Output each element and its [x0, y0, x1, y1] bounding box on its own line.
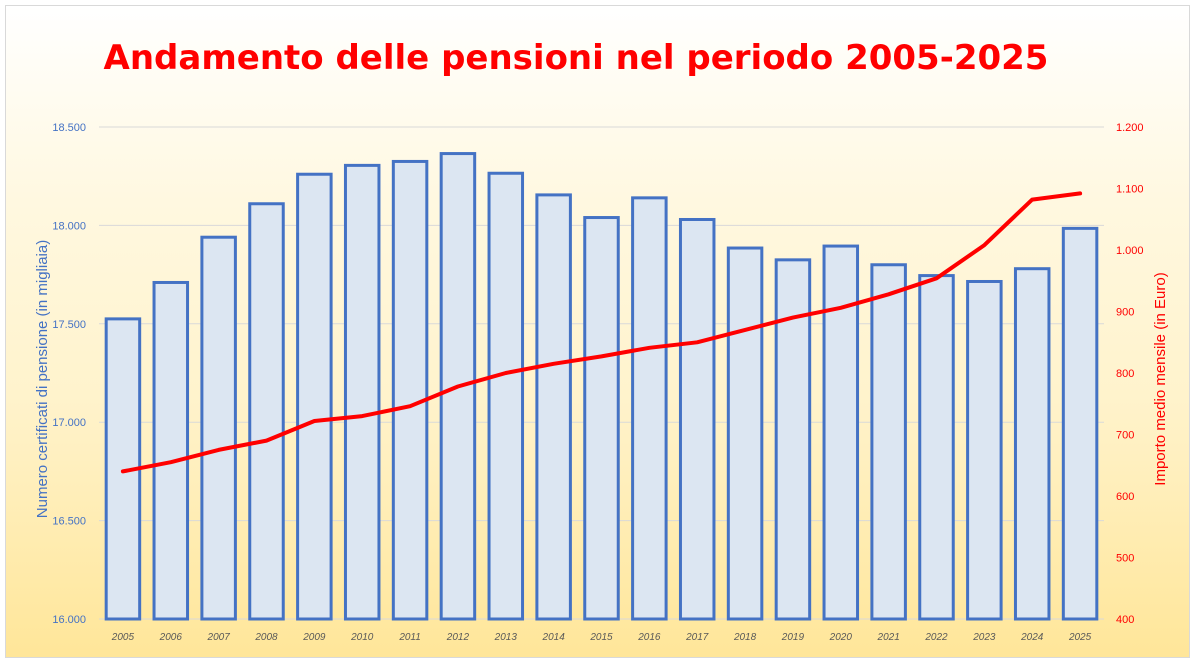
- bar: [296, 172, 333, 621]
- bar: [966, 279, 1003, 621]
- y-tick-right: 400: [1116, 614, 1134, 626]
- x-tick: 2015: [589, 632, 613, 643]
- y-tick-left: 16.000: [52, 614, 86, 626]
- bar-series: [104, 152, 1099, 621]
- bar: [152, 280, 190, 621]
- x-tick: 2016: [637, 632, 661, 643]
- x-tick: 2007: [207, 632, 231, 643]
- bar: [631, 196, 668, 621]
- x-tick: 2024: [1020, 632, 1044, 643]
- bar: [1061, 226, 1099, 621]
- bar: [870, 263, 907, 621]
- bar: [200, 235, 237, 621]
- chart: Andamento delle pensioni nel periodo 200…: [34, 38, 1169, 643]
- y-tick-right: 600: [1116, 491, 1134, 503]
- x-tick: 2012: [446, 632, 470, 643]
- y-tick-left: 17.500: [52, 319, 86, 331]
- y-tick-right: 1.200: [1116, 122, 1144, 134]
- bar: [678, 217, 716, 621]
- y-tick-left: 18.000: [52, 220, 86, 232]
- y-axis-left: 16.000 16.500 17.000 17.500 18.000 18.500: [52, 122, 86, 626]
- y-axis-right-label: Importo medio mensile (in Euro): [1152, 272, 1169, 485]
- y-axis-right: 400 500 600 700 800 900 1.000 1.100 1.200: [1116, 122, 1144, 626]
- y-tick-right: 700: [1116, 430, 1134, 442]
- x-tick: 2010: [350, 632, 374, 643]
- x-tick: 2022: [924, 632, 948, 643]
- chart-title: Andamento delle pensioni nel periodo 200…: [104, 38, 1049, 78]
- x-tick: 2011: [398, 632, 421, 643]
- bar: [1013, 267, 1051, 621]
- x-tick: 2009: [302, 632, 326, 643]
- line-series: [120, 191, 1083, 474]
- chart-frame: Andamento delle pensioni nel periodo 200…: [5, 5, 1190, 658]
- y-axis-left-label: Numero certificati di pensione (in migli…: [34, 240, 51, 518]
- bar: [822, 244, 860, 621]
- bar: [918, 274, 955, 621]
- x-tick: 2021: [877, 632, 900, 643]
- y-tick-left: 18.500: [52, 122, 86, 134]
- x-axis: 2005 2006 2007 2008 2009 2010 2011 2012 2013 2014…: [111, 632, 1092, 643]
- x-tick: 2018: [733, 632, 757, 643]
- x-tick: 2023: [972, 632, 996, 643]
- bar: [726, 246, 764, 621]
- y-tick-left: 17.000: [52, 417, 86, 429]
- y-tick-right: 500: [1116, 553, 1134, 565]
- x-tick: 2019: [781, 632, 805, 643]
- bar: [535, 193, 572, 621]
- x-tick: 2013: [494, 632, 518, 643]
- y-tick-right: 1.100: [1116, 184, 1144, 196]
- bar: [248, 202, 285, 621]
- y-tick-right: 1.000: [1116, 245, 1144, 257]
- bar: [583, 216, 620, 621]
- y-tick-left: 16.500: [52, 516, 86, 528]
- x-tick: 2005: [111, 632, 135, 643]
- x-tick: 2020: [829, 632, 853, 643]
- x-tick: 2014: [542, 632, 566, 643]
- y-tick-right: 800: [1116, 368, 1134, 380]
- x-tick: 2017: [685, 632, 709, 643]
- bar: [487, 171, 525, 621]
- x-tick: 2008: [254, 632, 278, 643]
- line-series-group: [120, 191, 1083, 474]
- x-tick: 2025: [1068, 632, 1092, 643]
- y-tick-right: 900: [1116, 307, 1134, 319]
- x-tick: 2006: [159, 632, 183, 643]
- bar: [343, 163, 381, 621]
- bar: [391, 159, 429, 621]
